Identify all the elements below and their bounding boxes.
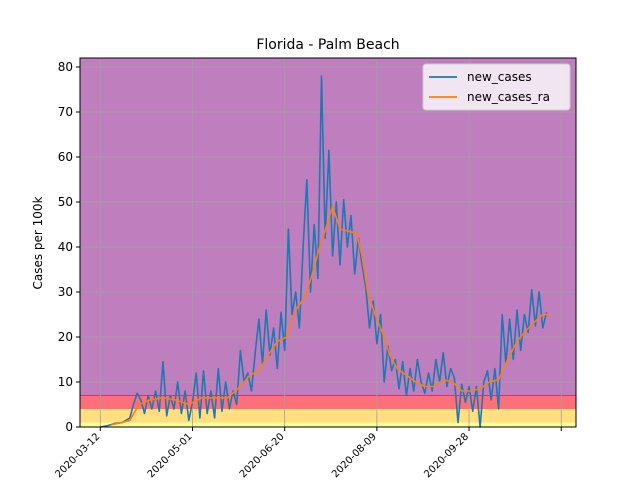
y-axis-ticks: 0 10 20 30 40 50 60 70 80 xyxy=(58,60,80,434)
series-line-new-cases xyxy=(100,75,548,428)
y-tick-label: 30 xyxy=(58,285,73,299)
series-lines xyxy=(100,75,551,428)
plot-frame xyxy=(79,57,577,428)
x-tick-label: 2020-03-12 xyxy=(54,431,103,480)
x-tick-label: 2020-06-20 xyxy=(238,431,287,480)
y-tick-label: 10 xyxy=(58,375,73,389)
y-tick-label: 80 xyxy=(58,60,73,74)
y-tick-label: 50 xyxy=(58,195,73,209)
threshold-band xyxy=(80,58,576,396)
x-tick-label: 2020-08-09 xyxy=(330,431,379,480)
legend-label: new_cases_ra xyxy=(467,90,550,104)
x-tick-label: 2020-05-01 xyxy=(146,431,195,480)
y-tick-label: 60 xyxy=(58,150,73,164)
legend: new_cases new_cases_ra xyxy=(422,63,571,111)
x-tick-label: 2020-09-28 xyxy=(422,431,471,480)
threshold-bands xyxy=(80,58,576,427)
y-axis-label: Cases per 100k xyxy=(31,196,45,289)
y-tick-label: 70 xyxy=(58,105,73,119)
y-tick-label: 40 xyxy=(58,240,73,254)
threshold-band xyxy=(80,422,576,427)
chart-title: Florida - Palm Beach xyxy=(256,37,399,53)
x-axis-ticks: 2020-03-12 2020-05-01 2020-06-20 2020-08-09… xyxy=(54,427,562,480)
threshold-band xyxy=(80,395,576,409)
series-line-new-cases-ra xyxy=(111,205,551,426)
threshold-band xyxy=(80,409,576,423)
y-tick-label: 0 xyxy=(65,420,73,434)
legend-box xyxy=(422,63,571,111)
legend-label: new_cases xyxy=(467,70,532,84)
y-tick-label: 20 xyxy=(58,330,73,344)
